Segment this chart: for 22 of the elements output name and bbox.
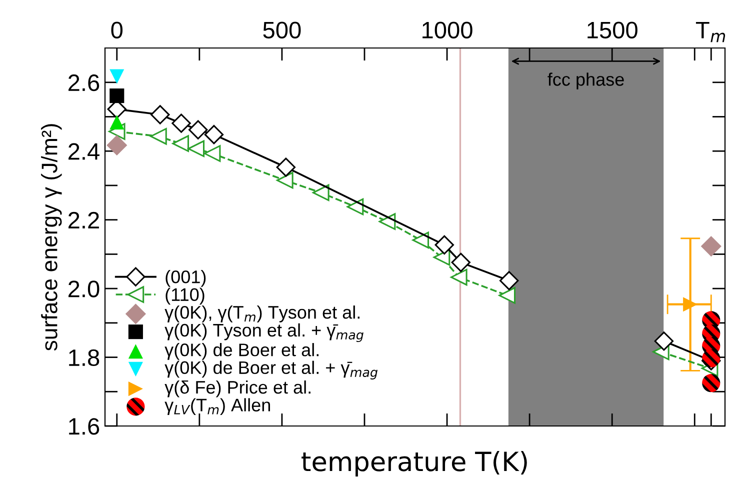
y-tick-label: 2.4 xyxy=(68,143,100,160)
y-axis-title: surface energy γ (J/m²) xyxy=(41,124,62,351)
legend-label: γ(0K), γ(T$_{m}$) Tyson et al. xyxy=(164,305,360,322)
x-tick-label: 500 xyxy=(263,22,301,38)
y-tick-label: 2.0 xyxy=(68,280,100,298)
x-axis-title: temperature T(K) xyxy=(302,451,527,477)
x-tick-label: 1500 xyxy=(588,22,638,38)
legend-label: γ(0K) de Boer et al. + γ̄$_{mag}$ xyxy=(164,360,378,380)
band-label: fcc phase xyxy=(548,72,624,90)
legend-label: γ(0K) Tyson et al. + γ̄$_{mag}$ xyxy=(164,323,364,342)
x-tick-label: 0 xyxy=(111,22,123,38)
y-tick-label: 1.8 xyxy=(69,349,100,366)
x-tick-label: 1000 xyxy=(422,22,472,38)
y-tick-label: 1.6 xyxy=(69,418,100,435)
legend-label: γ$_{LV}$(T$_{m}$) Allen xyxy=(164,398,270,416)
legend-label: γ(0K) de Boer et al. xyxy=(164,343,318,360)
legend-label: γ(δ Fe) Price et al. xyxy=(164,380,310,398)
legend-label: (110) xyxy=(166,288,204,305)
y-tick-label: 2.6 xyxy=(68,74,100,92)
x-tick-label: T$_{m}$ xyxy=(696,22,726,42)
legend-label: (001) xyxy=(166,270,206,287)
y-tick-label: 2.2 xyxy=(68,212,99,228)
